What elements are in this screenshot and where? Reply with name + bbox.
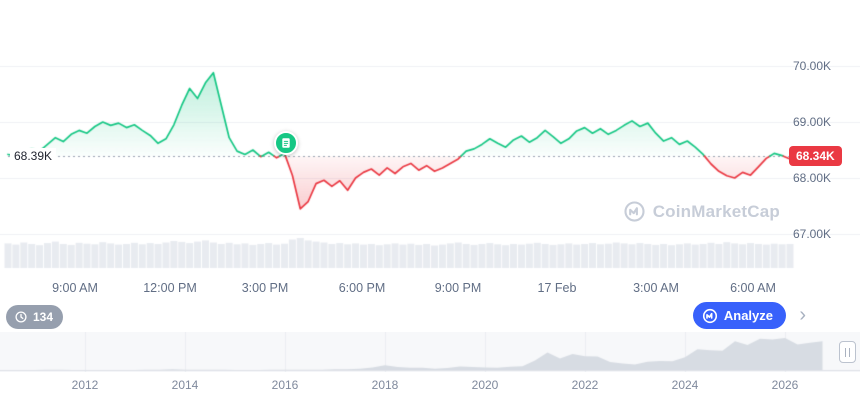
analyze-button-label: Analyze: [723, 308, 773, 323]
navigator-year-label: 2012: [71, 378, 99, 392]
navigator-year-label: 2020: [471, 378, 499, 392]
price-chart-canvas[interactable]: [0, 0, 860, 300]
coinmarketcap-logo-icon: [623, 200, 646, 223]
coinmarketcap-watermark: CoinMarketCap: [623, 200, 780, 223]
analyze-button[interactable]: Analyze: [692, 302, 786, 329]
history-count-badge[interactable]: 134: [6, 305, 64, 329]
history-count: 134: [33, 310, 54, 324]
x-axis-label: 12:00 PM: [143, 281, 197, 295]
x-axis-label: 9:00 AM: [52, 281, 98, 295]
navigator-canvas[interactable]: [0, 332, 860, 372]
navigator-year-label: 2022: [571, 378, 599, 392]
x-axis-label: 3:00 PM: [241, 281, 289, 295]
x-axis-label: 17 Feb: [537, 281, 577, 295]
reference-price-label: 68.39K: [10, 148, 57, 164]
y-axis-label: 68.00K: [793, 171, 832, 185]
x-axis-label: 9:00 PM: [434, 281, 482, 295]
current-price-badge: 68.34K: [789, 146, 842, 166]
x-axis-label: 6:00 PM: [338, 281, 386, 295]
navigator-year-label: 2016: [271, 378, 299, 392]
navigator-year-label: 2024: [671, 378, 699, 392]
note-annotation-marker[interactable]: [274, 131, 299, 156]
note-icon: [280, 137, 292, 149]
chevron-right-icon[interactable]: ›: [799, 304, 806, 326]
navigator-year-label: 2018: [371, 378, 399, 392]
watermark-text: CoinMarketCap: [652, 201, 780, 221]
y-axis-label: 70.00K: [793, 59, 832, 73]
y-axis-label: 69.00K: [793, 115, 832, 129]
x-axis-label: 3:00 AM: [633, 281, 679, 295]
history-clock-icon: [14, 310, 28, 324]
coinmarketcap-button-logo-icon: [702, 308, 718, 324]
navigator-year-label: 2014: [171, 378, 199, 392]
navigator-year-label: 2026: [771, 378, 799, 392]
x-axis-label: 6:00 AM: [730, 281, 776, 295]
y-axis-label: 67.00K: [793, 227, 832, 241]
navigator-handle[interactable]: [839, 341, 856, 363]
